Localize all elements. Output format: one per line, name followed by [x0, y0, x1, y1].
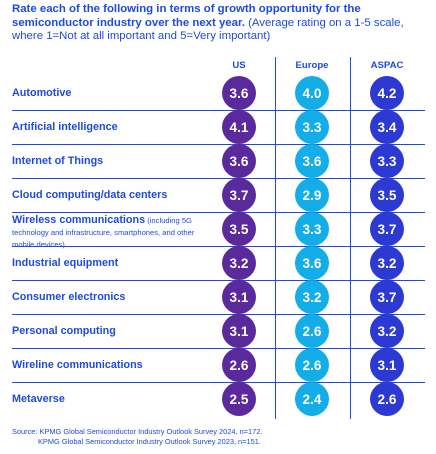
row-divider	[12, 212, 425, 213]
row-label-text: Metaverse	[12, 393, 65, 405]
rating-bubble-europe: 2.4	[295, 382, 329, 416]
rating-bubble-europe: 2.6	[295, 314, 329, 348]
row-label-text: Wireline communications	[12, 359, 143, 371]
row-label: Wireless communications (including 5G te…	[12, 214, 217, 250]
rating-bubble-europe: 3.6	[295, 246, 329, 280]
rating-bubble-europe: 2.9	[295, 178, 329, 212]
rating-bubble-aspac: 3.2	[370, 314, 404, 348]
rating-bubble-aspac: 3.2	[370, 246, 404, 280]
row-label: Cloud computing/data centers	[12, 189, 167, 201]
row-label: Industrial equipment	[12, 257, 118, 269]
row-divider	[12, 382, 425, 383]
rating-bubble-europe: 3.3	[295, 110, 329, 144]
rating-bubble-aspac: 3.7	[370, 212, 404, 246]
rating-bubble-europe: 3.6	[295, 144, 329, 178]
row-label-text: Automotive	[12, 87, 72, 99]
rating-bubble-us: 3.5	[222, 212, 256, 246]
rating-bubble-us: 3.6	[222, 76, 256, 110]
source-line-2: KPMG Global Semiconductor Industry Outlo…	[38, 437, 261, 446]
rating-bubble-aspac: 3.3	[370, 144, 404, 178]
rating-bubble-us: 2.6	[222, 348, 256, 382]
row-label: Internet of Things	[12, 155, 103, 167]
rating-bubble-us: 3.6	[222, 144, 256, 178]
row-label: Metaverse	[12, 393, 65, 405]
source-line-1: Source: KPMG Global Semiconductor Indust…	[12, 427, 263, 436]
row-label-text: Personal computing	[12, 325, 116, 337]
row-divider	[12, 110, 425, 111]
rating-bubble-us: 3.1	[222, 314, 256, 348]
row-divider	[12, 314, 425, 315]
row-label: Wireline communications	[12, 359, 143, 371]
column-header-europe: Europe	[295, 60, 329, 71]
row-divider	[12, 144, 425, 145]
rating-bubble-us: 3.2	[222, 246, 256, 280]
rating-bubble-aspac: 3.4	[370, 110, 404, 144]
row-label-text: Internet of Things	[12, 155, 104, 167]
row-divider	[12, 280, 425, 281]
row-label-text: Artificial intelligence	[12, 121, 118, 133]
column-divider	[350, 57, 351, 419]
rating-bubble-europe: 2.6	[295, 348, 329, 382]
rating-bubble-europe: 3.3	[295, 212, 329, 246]
column-header-us: US	[232, 60, 246, 71]
rating-bubble-europe: 4.0	[295, 76, 329, 110]
row-label: Personal computing	[12, 325, 116, 337]
row-label: Consumer electronics	[12, 291, 125, 303]
rating-bubble-us: 3.7	[222, 178, 256, 212]
source-note: Source: KPMG Global Semiconductor Indust…	[12, 427, 262, 447]
row-label-text: Cloud computing/data centers	[12, 189, 168, 201]
row-divider	[12, 178, 425, 179]
rating-bubble-us: 3.1	[222, 280, 256, 314]
rating-bubble-europe: 3.2	[295, 280, 329, 314]
row-divider	[12, 348, 425, 349]
row-label-note: (including 5G technology and infrastruct…	[12, 216, 195, 249]
row-label-text: Consumer electronics	[12, 291, 126, 303]
row-label: Artificial intelligence	[12, 121, 118, 133]
chart-title: Rate each of the following in terms of g…	[12, 3, 427, 44]
rating-bubble-aspac: 3.5	[370, 178, 404, 212]
title-main: Rate each of the following in terms of g…	[12, 3, 361, 29]
row-label-text: Wireless communications	[12, 214, 146, 226]
column-header-aspac: ASPAC	[370, 60, 404, 71]
rating-bubble-aspac: 3.7	[370, 280, 404, 314]
rating-bubble-us: 4.1	[222, 110, 256, 144]
row-label-text: Industrial equipment	[12, 257, 119, 269]
rating-bubble-aspac: 2.6	[370, 382, 404, 416]
rating-bubble-us: 2.5	[222, 382, 256, 416]
column-divider	[275, 57, 276, 419]
title-subtitle: (Average rating on a 1-5 scale, where 1=…	[12, 16, 404, 43]
rating-bubble-aspac: 3.1	[370, 348, 404, 382]
row-label: Automotive	[12, 87, 71, 99]
rating-bubble-aspac: 4.2	[370, 76, 404, 110]
row-divider	[12, 246, 425, 247]
